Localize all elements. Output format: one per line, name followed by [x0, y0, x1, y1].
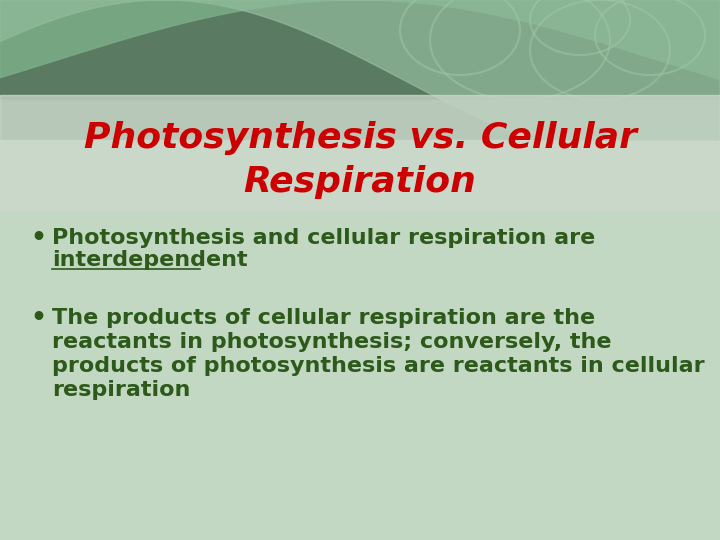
- Text: Photosynthesis vs. Cellular: Photosynthesis vs. Cellular: [84, 121, 636, 155]
- Bar: [0, 140, 720, 540]
- Bar: [0, 0, 720, 110]
- Text: Photosynthesis and cellular respiration are: Photosynthesis and cellular respiration …: [52, 228, 603, 248]
- Text: Respiration: Respiration: [243, 165, 477, 199]
- Text: The products of cellular respiration are the: The products of cellular respiration are…: [52, 308, 595, 328]
- Text: respiration: respiration: [52, 380, 190, 400]
- Text: reactants in photosynthesis; conversely, the: reactants in photosynthesis; conversely,…: [52, 332, 611, 352]
- Bar: [0, 95, 720, 210]
- Text: •: •: [30, 226, 46, 250]
- Text: interdependent: interdependent: [52, 250, 248, 270]
- Text: products of photosynthesis are reactants in cellular: products of photosynthesis are reactants…: [52, 356, 705, 376]
- Text: •: •: [30, 306, 46, 330]
- Bar: [0, 100, 720, 150]
